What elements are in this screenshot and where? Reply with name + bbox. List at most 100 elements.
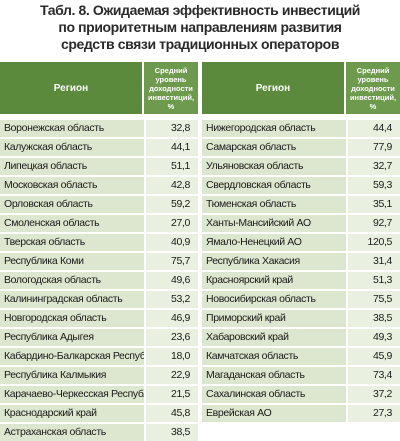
value-cell: 51,3 [346,272,400,289]
region-cell: Приморский край [202,310,346,327]
table-right: Регион Средний уровень доходности инвести… [202,62,400,422]
region-cell: Карачаево-Черкесская Республика [0,386,144,403]
table-row: Свердловская область 59,3 [202,177,400,194]
table-row: Ханты-Мансийский АО 92,7 [202,215,400,232]
table-row: Ульяновская область 32,7 [202,158,400,175]
table-row: Астраханская область 38,5 [0,424,198,441]
value-cell: 45,8 [144,405,198,422]
table-row: Липецкая область 51,1 [0,158,198,175]
value-cell: 38,5 [144,424,198,441]
spacer [202,114,400,118]
header-row: Регион Средний уровень доходности инвести… [0,62,198,114]
value-cell: 18,0 [144,348,198,365]
region-cell: Свердловская область [202,177,346,194]
region-cell: Калужская область [0,139,144,156]
table-row: Калужская область 44,1 [0,139,198,156]
region-cell: Новосибирская область [202,291,346,308]
value-cell: 44,1 [144,139,198,156]
header-cell: Средний уровень доходности инвестиций, % [142,62,198,114]
region-cell: Хабаровский край [202,329,346,346]
region-cell: Сахалинская область [202,386,346,403]
region-cell: Смоленская область [0,215,144,232]
title-line: средств связи традиционных операторов [60,36,340,52]
table-left: Регион Средний уровень доходности инвести… [0,62,198,441]
value-cell: 37,2 [346,386,400,403]
value-cell: 38,5 [346,310,400,327]
value-cell: 32,8 [144,120,198,137]
region-cell: Астраханская область [0,424,144,441]
table-row: Вологодская область 49,6 [0,272,198,289]
header-row: Регион Средний уровень доходности инвести… [202,62,400,114]
value-cell: 44,4 [346,120,400,137]
table-row: Хабаровский край 49,3 [202,329,400,346]
region-cell: Нижегородская область [202,120,346,137]
table-row: Красноярский край 51,3 [202,272,400,289]
region-cell: Республика Коми [0,253,144,270]
table-row: Краснодарский край 45,8 [0,405,198,422]
value-cell: 120,5 [346,234,400,251]
value-cell: 23,6 [144,329,198,346]
table-row: Смоленская область 27,0 [0,215,198,232]
region-cell: Орловская область [0,196,144,213]
table-row: Республика Адыгея 23,6 [0,329,198,346]
region-cell: Еврейская АО [202,405,346,422]
value-cell: 49,3 [346,329,400,346]
table-row: Республика Калмыкия 22,9 [0,367,198,384]
region-cell: Вологодская область [0,272,144,289]
value-cell: 75,7 [144,253,198,270]
value-cell: 35,1 [346,196,400,213]
table-row: Камчатская область 45,9 [202,348,400,365]
table-row: Орловская область 59,2 [0,196,198,213]
value-cell: 40,9 [144,234,198,251]
value-cell: 73,4 [346,367,400,384]
region-cell: Кабардино-Балкарская Республика [0,348,144,365]
table-row: Республика Коми 75,7 [0,253,198,270]
header-cell: Средний уровень доходности инвестиций, % [344,62,400,114]
value-cell: 42,8 [144,177,198,194]
table-row: Воронежская область 32,8 [0,120,198,137]
spacer [0,114,198,118]
table-row: Калининградская область 53,2 [0,291,198,308]
value-cell: 77,9 [346,139,400,156]
value-cell: 92,7 [346,215,400,232]
region-cell: Красноярский край [202,272,346,289]
region-cell: Ямало-Ненецкий АО [202,234,346,251]
region-cell: Краснодарский край [0,405,144,422]
table-row: Карачаево-Черкесская Республика21,5 [0,386,198,403]
region-cell: Самарская область [202,139,346,156]
value-cell: 21,5 [144,386,198,403]
value-cell: 51,1 [144,158,198,175]
region-cell: Магаданская область [202,367,346,384]
value-cell: 32,7 [346,158,400,175]
value-cell: 27,3 [346,405,400,422]
region-cell: Республика Адыгея [0,329,144,346]
value-cell: 22,9 [144,367,198,384]
value-cell: 45,9 [346,348,400,365]
value-cell: 59,2 [144,196,198,213]
region-cell: Камчатская область [202,348,346,365]
region-cell: Калининградская область [0,291,144,308]
value-cell: 53,2 [144,291,198,308]
region-cell: Республика Калмыкия [0,367,144,384]
region-cell: Ханты-Мансийский АО [202,215,346,232]
table-row: Еврейская АО 27,3 [202,405,400,422]
table-row: Кабардино-Балкарская Республика18,0 [0,348,198,365]
table-row: Сахалинская область 37,2 [202,386,400,403]
region-cell: Липецкая область [0,158,144,175]
region-cell: Воронежская область [0,120,144,137]
table-row: Приморский край 38,5 [202,310,400,327]
table-row: Московская область 42,8 [0,177,198,194]
title-line: Табл. 8. Ожидаемая эффективность инвести… [39,2,361,18]
region-cell: Республика Хакасия [202,253,346,270]
header-cell: Регион [255,82,291,94]
value-cell: 31,4 [346,253,400,270]
value-cell: 59,3 [346,177,400,194]
region-cell: Тюменская область [202,196,346,213]
table-row: Самарская область 77,9 [202,139,400,156]
table-row: Республика Хакасия 31,4 [202,253,400,270]
title-line: по приоритетным направлениям развития [58,19,342,35]
table-row: Ямало-Ненецкий АО 120,5 [202,234,400,251]
region-cell: Тверская область [0,234,144,251]
table-row: Нижегородская область 44,4 [202,120,400,137]
